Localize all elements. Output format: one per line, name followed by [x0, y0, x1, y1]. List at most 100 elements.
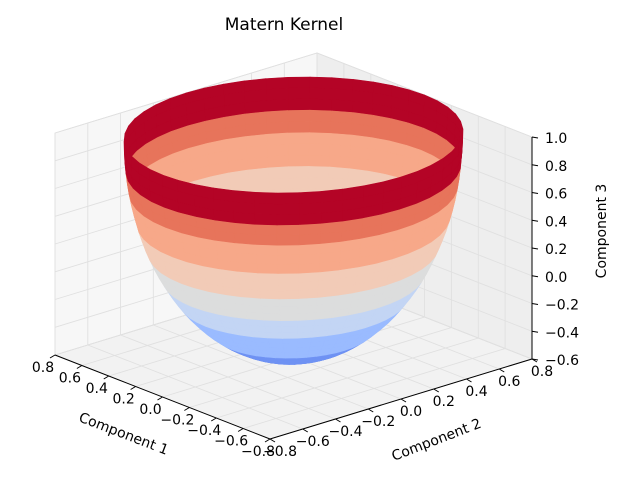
- y-axis-label: Component 2: [390, 416, 484, 465]
- surface-facet: [256, 263, 279, 274]
- y-tick-label: −0.4: [329, 424, 363, 440]
- surface-facet: [280, 326, 298, 334]
- x-tick-label: 0.2: [112, 392, 134, 408]
- grid-line-z: [54, 52, 533, 138]
- surface-facet: [265, 99, 289, 113]
- surface-facet: [276, 192, 300, 205]
- surface-facet: [281, 337, 298, 344]
- surface-facet: [267, 166, 289, 180]
- surface-facet: [278, 281, 299, 292]
- surface-facet: [297, 304, 317, 314]
- x-tick-label: 0.8: [32, 360, 54, 376]
- surface-facet: [276, 213, 300, 226]
- surface-facet: [254, 213, 278, 226]
- surface-facet: [235, 242, 258, 255]
- surface-facet: [283, 347, 298, 353]
- surface-facet: [278, 290, 299, 300]
- surface-facet: [309, 98, 333, 112]
- surface-facet: [264, 326, 283, 334]
- surface-facet: [330, 121, 353, 136]
- surface-facet: [279, 305, 299, 315]
- z-tick: [531, 247, 539, 250]
- x-tick: [103, 375, 110, 380]
- surface-facet: [233, 190, 256, 204]
- surface-facet: [266, 121, 289, 135]
- y-tick: [466, 378, 472, 383]
- surface-facet: [287, 143, 310, 156]
- surface-facet: [277, 254, 300, 265]
- surface-facet: [233, 211, 256, 225]
- y-tick-label: 0.6: [498, 374, 520, 390]
- z-tick-label: 0.2: [545, 242, 567, 258]
- x-tick-label: −0.2: [160, 413, 194, 429]
- x-tick: [184, 407, 190, 411]
- z-tick-label: −0.4: [545, 325, 579, 341]
- surface-facet: [277, 272, 299, 283]
- surface-facet: [309, 76, 333, 90]
- z-tick: [531, 275, 539, 278]
- surface-facet: [297, 289, 319, 299]
- z-tick: [531, 219, 539, 222]
- y-tick-label: 0.0: [400, 404, 422, 420]
- surface-facet: [298, 212, 322, 225]
- surface-facet: [234, 222, 257, 235]
- surface-facet: [328, 155, 351, 169]
- surface-facet: [288, 166, 310, 179]
- surface-facet: [265, 76, 289, 90]
- y-tick: [302, 428, 309, 433]
- x-tick: [210, 417, 217, 422]
- y-tick-label: −0.8: [263, 444, 297, 460]
- surface-facet: [268, 177, 289, 191]
- x-tick: [264, 438, 271, 443]
- surface-facet: [276, 224, 300, 236]
- surface-facet: [329, 133, 352, 147]
- surface-facet: [267, 155, 289, 169]
- tick-labels: −0.8−0.6−0.4−0.20.00.20.40.60.8−0.8−0.6−…: [32, 131, 579, 460]
- surface-facet: [298, 243, 321, 255]
- surface-facet: [284, 354, 297, 359]
- z-tick: [531, 330, 539, 333]
- surface-facet: [280, 320, 299, 328]
- surface-facet: [320, 188, 344, 203]
- surface-facet: [282, 342, 298, 349]
- surface-facet: [298, 222, 322, 236]
- surface-facet: [287, 132, 310, 145]
- z-tick: [531, 136, 539, 139]
- surface-facet: [298, 271, 320, 283]
- surface-facet: [266, 132, 289, 146]
- surface-facet: [298, 253, 321, 265]
- surface-facet: [331, 88, 354, 102]
- surface-facet: [278, 298, 299, 307]
- x-tick: [237, 428, 244, 432]
- x-tick: [130, 386, 136, 390]
- surface-facet: [309, 121, 332, 134]
- surface-facet: [297, 297, 318, 307]
- surface-facet: [327, 166, 350, 180]
- surface-facet: [329, 144, 351, 158]
- x-tick-label: 0.0: [139, 402, 161, 418]
- z-tick-label: 0.8: [545, 159, 567, 175]
- surface-facet: [262, 312, 282, 322]
- surface-facet: [298, 262, 320, 274]
- surface-facet: [308, 166, 330, 179]
- surface-facet: [266, 143, 289, 158]
- surface-facet: [255, 234, 278, 246]
- y-tick: [335, 418, 341, 423]
- surface-facet: [213, 187, 235, 202]
- y-tick: [498, 368, 505, 373]
- surface-facet: [298, 201, 322, 215]
- surface-facet: [308, 154, 331, 168]
- surface-facet: [307, 177, 329, 190]
- z-tick: [531, 164, 539, 167]
- z-tick-label: 0.6: [545, 187, 567, 203]
- surface-facet: [298, 191, 322, 204]
- z-tick: [531, 192, 539, 194]
- surface-facet: [265, 110, 289, 124]
- surface-facet: [308, 143, 331, 157]
- z-tick-label: 0.0: [545, 270, 567, 286]
- surface-facet: [309, 132, 332, 145]
- surface-facet: [287, 109, 311, 123]
- surface-facet: [287, 76, 311, 89]
- surface-facet: [287, 98, 311, 111]
- surface-facet: [260, 297, 281, 307]
